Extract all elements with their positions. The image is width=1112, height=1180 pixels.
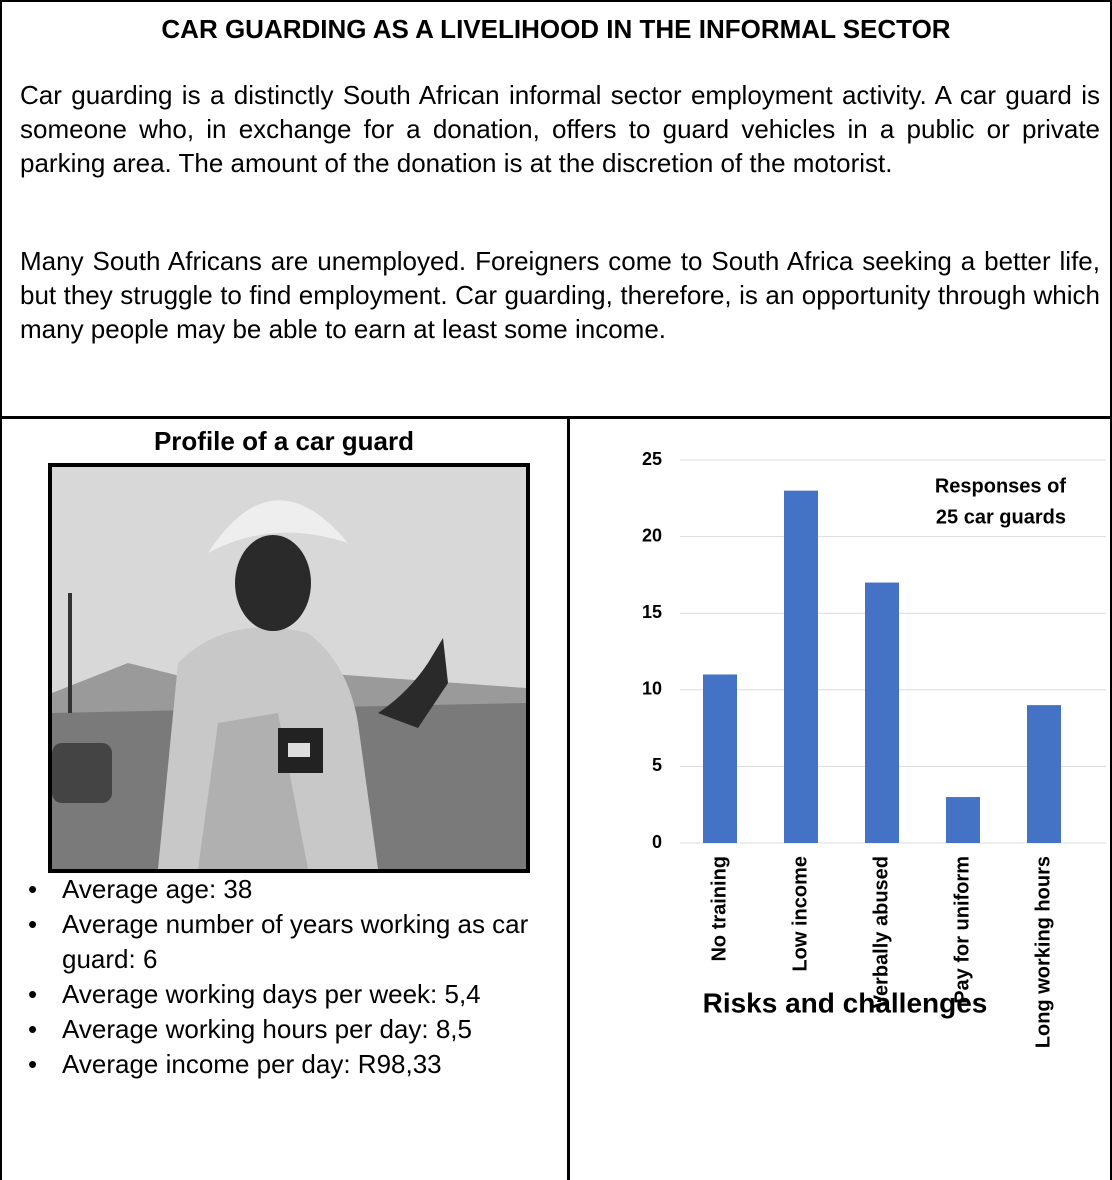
x-tick-label: Pay for uniform bbox=[951, 856, 973, 1004]
bar bbox=[865, 583, 899, 843]
y-tick-label: 25 bbox=[642, 449, 662, 469]
x-tick-label: Verbally abused bbox=[870, 856, 892, 1008]
y-tick-label: 5 bbox=[652, 755, 662, 775]
page: CAR GUARDING AS A LIVELIHOOD IN THE INFO… bbox=[0, 0, 1112, 1180]
y-tick-label: 15 bbox=[642, 602, 662, 622]
x-tick-label: Low income bbox=[789, 856, 811, 972]
chart: Risks and challenges Responses of 25 car… bbox=[0, 0, 1112, 1180]
bar bbox=[1027, 705, 1061, 843]
annotation: 25 car guards bbox=[936, 506, 1066, 528]
bar bbox=[946, 797, 980, 843]
y-tick-label: 0 bbox=[652, 832, 662, 852]
x-tick-label: Long working hours bbox=[1032, 856, 1054, 1048]
chart-title: Risks and challenges bbox=[703, 987, 988, 1018]
y-tick-label: 10 bbox=[642, 679, 662, 699]
bar bbox=[784, 491, 818, 843]
bar bbox=[703, 674, 737, 843]
y-tick-label: 20 bbox=[642, 525, 662, 545]
annotation: Responses of bbox=[935, 475, 1066, 497]
x-tick-label: No training bbox=[708, 856, 730, 962]
